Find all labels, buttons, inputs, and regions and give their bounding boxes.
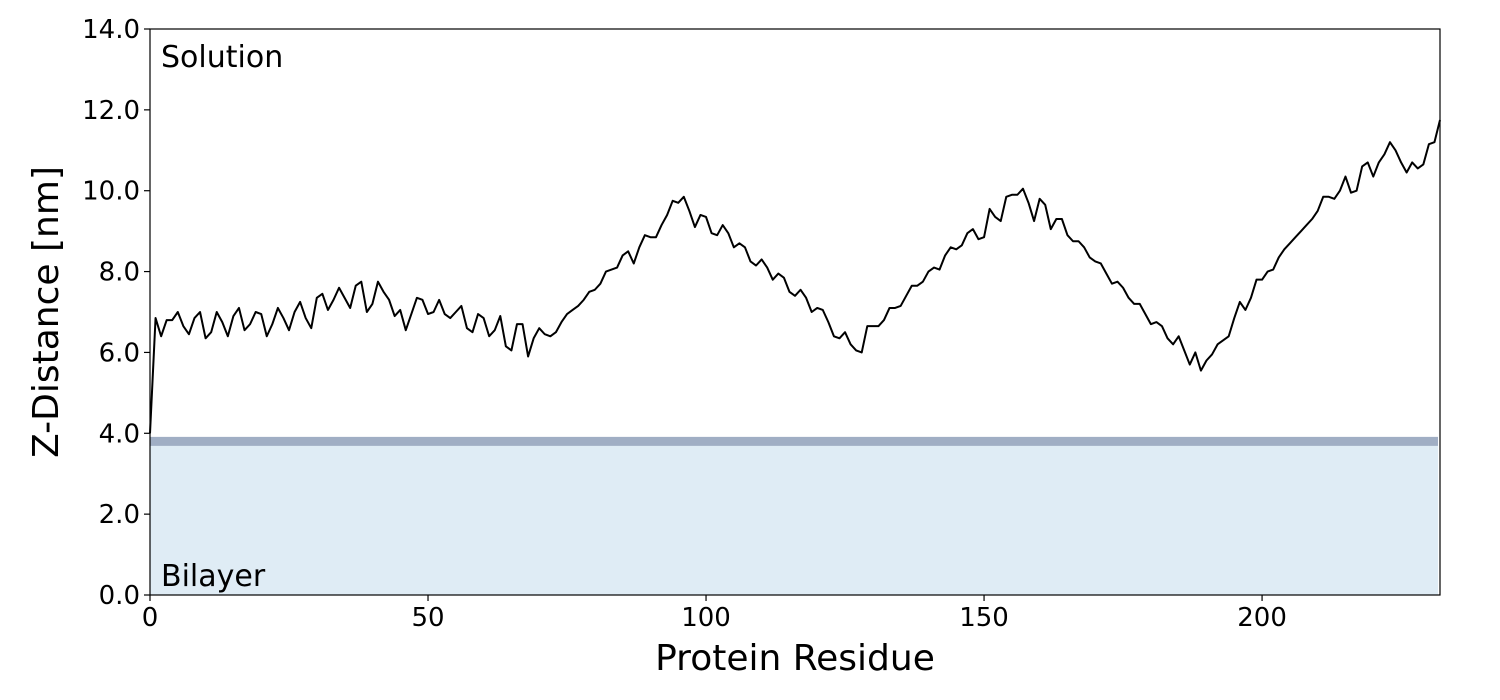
data-line xyxy=(149,119,1441,434)
bilayer-region xyxy=(150,441,1438,595)
annotation-solution: Solution xyxy=(161,40,283,75)
y-tick-label: 14.0 xyxy=(82,15,140,45)
y-tick-label: 2.0 xyxy=(99,500,140,530)
y-tick-label: 12.0 xyxy=(82,96,140,126)
x-axis-label: Protein Residue xyxy=(655,638,935,679)
y-tick-label: 4.0 xyxy=(99,419,140,449)
x-tick-label: 150 xyxy=(959,603,1009,633)
x-tick-label: 0 xyxy=(142,603,159,633)
x-tick-label: 100 xyxy=(681,603,731,633)
x-tick-label: 200 xyxy=(1237,603,1287,633)
y-tick-label: 10.0 xyxy=(82,177,140,207)
y-tick-label: 6.0 xyxy=(99,338,140,368)
y-tick-label: 0.0 xyxy=(99,581,140,611)
x-tick-label: 50 xyxy=(411,603,444,633)
plot-frame xyxy=(149,28,1441,596)
y-axis-label: Z-Distance [nm] xyxy=(26,166,67,458)
y-tick-label: 8.0 xyxy=(99,258,140,288)
annotation-bilayer: Bilayer xyxy=(161,559,266,594)
